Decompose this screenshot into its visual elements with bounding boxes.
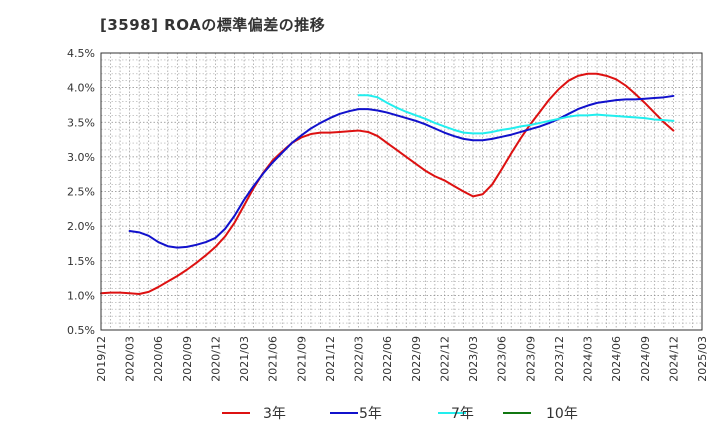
y-tick-label: 3.5%	[67, 116, 95, 129]
y-tick-label: 3.0%	[67, 151, 95, 164]
x-tick-label: 2024/09	[639, 336, 652, 382]
x-tick-label: 2019/12	[95, 336, 108, 382]
x-tick-label: 2025/03	[696, 336, 709, 382]
x-tick-label: 2020/12	[209, 336, 222, 382]
x-tick-label: 2023/12	[553, 336, 566, 382]
series-lines	[100, 72, 675, 295]
x-tick-label: 2022/12	[438, 336, 451, 382]
x-tick-label: 2023/03	[467, 336, 480, 382]
x-tick-label: 2024/12	[667, 336, 680, 382]
x-tick-label: 2022/03	[353, 336, 366, 382]
series-line-1	[100, 72, 675, 295]
legend-label-4: 10年	[546, 406, 578, 422]
legend-label-3: 7年	[451, 406, 474, 422]
x-tick-label: 2023/09	[524, 336, 537, 382]
x-axis-ticks: 2019/12 2020/03 2020/06 2020/09 2020/12 2021/…	[95, 336, 709, 382]
y-tick-label: 1.5%	[67, 255, 95, 268]
y-tick-label: 0.5%	[67, 324, 95, 337]
x-tick-label: 2024/06	[610, 336, 623, 382]
legend-label-1: 3年	[263, 406, 286, 422]
x-tick-label: 2022/06	[381, 336, 394, 382]
x-tick-label: 2021/06	[267, 336, 280, 382]
series-line-3	[357, 94, 675, 135]
x-tick-label: 2021/09	[295, 336, 308, 382]
legend-label-2: 5年	[359, 406, 382, 422]
x-tick-label: 2023/06	[496, 336, 509, 382]
chart-title: [3598] ROAの標準偏差の推移	[100, 16, 326, 34]
series-line-2	[128, 94, 675, 249]
plot-frame	[100, 52, 703, 331]
x-tick-label: 2024/03	[582, 336, 595, 382]
x-tick-label: 2021/12	[324, 336, 337, 382]
legend: 3年 5年 7年 10年	[222, 406, 578, 422]
x-tick-label: 2021/03	[238, 336, 251, 382]
grid-lines	[101, 53, 702, 330]
x-tick-label: 2020/03	[124, 336, 137, 382]
y-tick-label: 1.0%	[67, 289, 95, 302]
y-axis-ticks: 0.5% 1.0% 1.5% 2.0% 2.5% 3.0% 3.5% 4.0% 4.5%	[67, 47, 95, 337]
y-tick-label: 4.5%	[67, 47, 95, 60]
y-tick-label: 2.5%	[67, 186, 95, 199]
x-tick-label: 2020/06	[152, 336, 165, 382]
x-tick-label: 2020/09	[181, 336, 194, 382]
x-tick-label: 2022/09	[410, 336, 423, 382]
y-tick-label: 2.0%	[67, 220, 95, 233]
y-tick-label: 4.0%	[67, 82, 95, 95]
